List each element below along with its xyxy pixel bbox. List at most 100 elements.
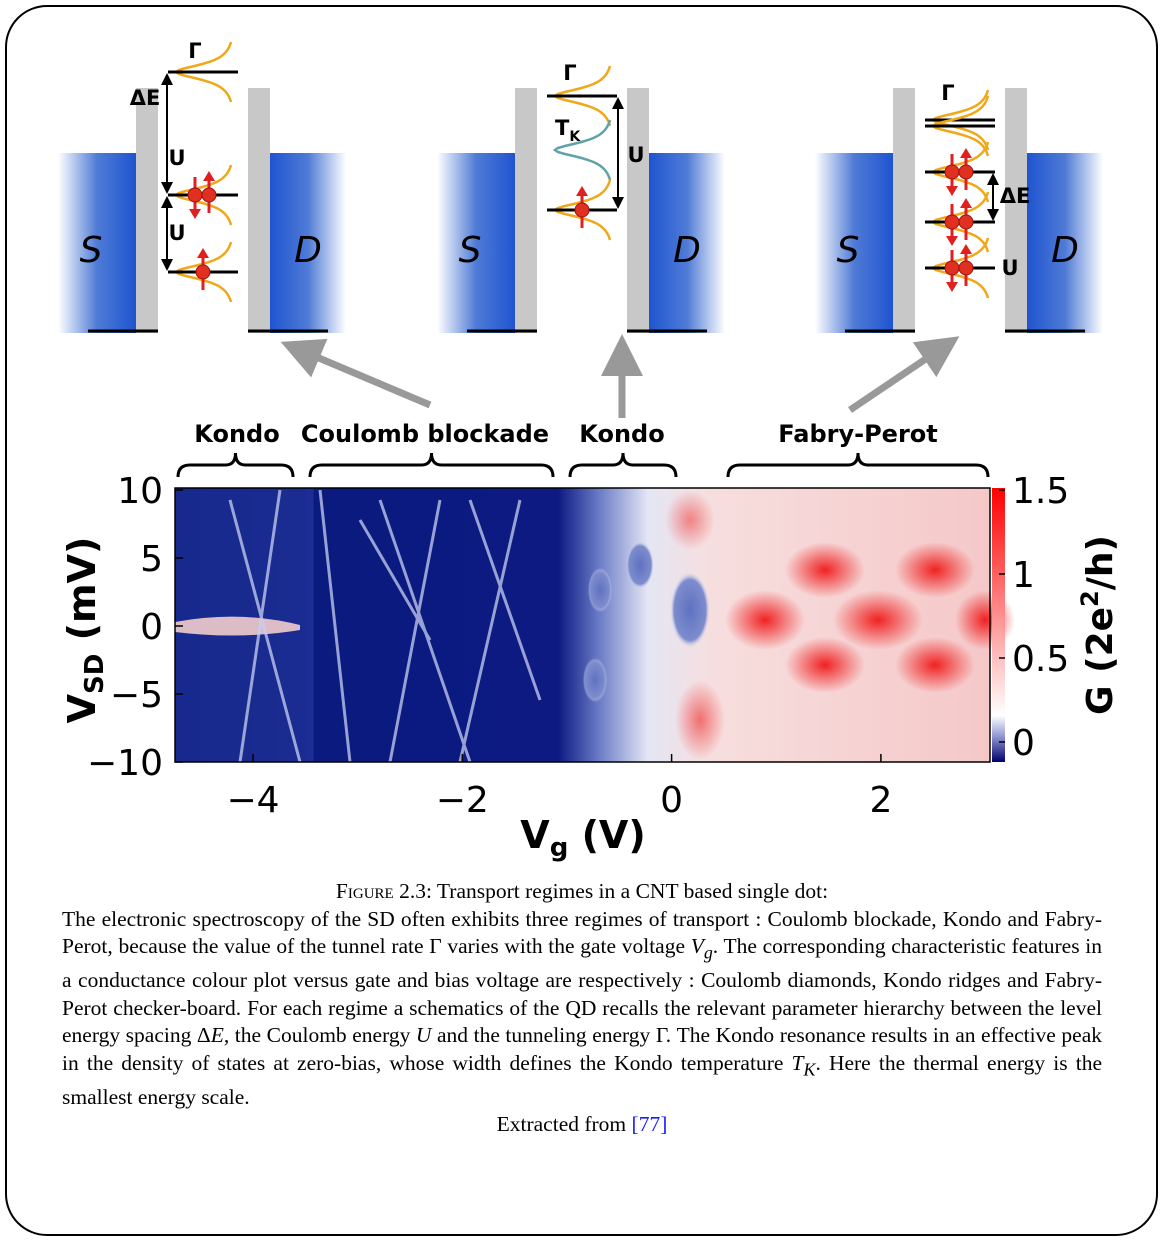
regime-label: Fabry-Perot: [778, 420, 937, 448]
spin-head: [960, 198, 972, 208]
barrier: [515, 88, 537, 333]
drain-lead: [1027, 153, 1103, 333]
caption-text: , the Coulomb energy: [223, 1023, 416, 1048]
drain-label: D: [673, 230, 701, 271]
level-broadening: [552, 119, 612, 181]
source-lead: [437, 153, 515, 333]
electron: [187, 187, 203, 203]
x-axis-label: Vg (V): [520, 813, 645, 863]
electron: [944, 214, 960, 230]
spin-head: [946, 236, 958, 246]
drain-lead: [270, 153, 346, 333]
electron: [574, 202, 590, 218]
energy-label: U: [1001, 256, 1018, 280]
drain-lead: [649, 153, 725, 333]
electron: [944, 164, 960, 180]
spin-head: [189, 209, 201, 219]
x-tick-label: 0: [660, 780, 683, 821]
brace: [308, 452, 555, 478]
brace: [176, 452, 295, 478]
regime-label: Coulomb blockade: [301, 420, 549, 448]
electron: [195, 264, 211, 280]
source-lead: [815, 153, 893, 333]
source-label: S: [459, 230, 482, 271]
dot-schematic: S D Γ U TK: [437, 61, 725, 333]
dot-schematic: S D Γ ΔE U U: [58, 39, 346, 333]
spin-head: [203, 171, 215, 181]
energy-label: ΔE: [1000, 184, 1031, 208]
kondo-symbol: T: [555, 116, 570, 140]
math: U: [415, 1023, 432, 1048]
colorbar-tick-label: 0: [1012, 723, 1035, 764]
spin-head: [946, 186, 958, 196]
barrier: [893, 88, 915, 333]
barrier: [248, 88, 270, 333]
brace: [568, 452, 678, 478]
barrier: [1005, 88, 1027, 333]
y-tick-label: 0: [140, 607, 163, 648]
caption-heading: Figure 2.3: Transport regimes in a CNT b…: [62, 878, 1102, 906]
source-label: S: [837, 230, 860, 271]
caption-text: . The corresponding characteristic featu…: [62, 934, 1102, 1048]
drain-label: D: [1051, 230, 1079, 271]
x-tick-label: −4: [226, 780, 279, 821]
y-tick-label: −10: [87, 743, 163, 784]
spin-head: [960, 244, 972, 254]
energy-label: U: [627, 143, 644, 167]
x-tick-label: −2: [436, 780, 489, 821]
caption-text: and the tunneling energy Γ. The Kondo re…: [62, 1023, 1102, 1075]
energy-label: ΔE: [130, 86, 161, 110]
colorbar-tick-label: 0.5: [1012, 639, 1069, 680]
electron: [958, 260, 974, 276]
brace: [726, 452, 990, 478]
colorbar-tick-label: 1: [1012, 555, 1035, 596]
y-axis-label: VSD (mV): [60, 537, 110, 724]
y-tick-label: 5: [140, 539, 163, 580]
dot-schematic: S D Γ ΔE U: [815, 81, 1103, 333]
caption-text: . Here the thermal energy is the smalles…: [62, 1050, 1102, 1109]
caption: Figure 2.3: Transport regimes in a CNT b…: [62, 878, 1102, 1139]
math: V: [690, 934, 704, 959]
source-lead: [58, 153, 136, 333]
barrier: [627, 88, 649, 333]
caption-source: Extracted from [77]: [62, 1111, 1102, 1139]
colorbar-tick-label: 1.5: [1012, 471, 1069, 512]
spin-head: [946, 282, 958, 292]
reference-link[interactable]: [77]: [631, 1112, 668, 1137]
y-tick-label: −5: [110, 675, 163, 716]
math: E: [210, 1023, 224, 1048]
kondo-subscript: K: [569, 129, 581, 145]
energy-label: Γ: [188, 39, 201, 63]
source-text: Extracted from: [496, 1112, 627, 1137]
regime-label: Kondo: [194, 420, 279, 448]
electron: [944, 260, 960, 276]
energy-label: U: [168, 146, 185, 170]
barrier: [136, 88, 158, 333]
energy-label: Γ: [941, 81, 954, 105]
x-tick-label: 2: [869, 780, 892, 821]
drain-label: D: [294, 230, 322, 271]
y-tick-label: 10: [117, 471, 163, 512]
conductance-map: [174, 487, 1015, 763]
electron: [958, 214, 974, 230]
spin-head: [576, 186, 588, 196]
math: K: [803, 1059, 816, 1080]
caption-text: The electronic spectroscopy of the SD of…: [62, 906, 1102, 959]
source-label: S: [80, 230, 103, 271]
energy-label: U: [168, 221, 185, 245]
energy-label: Γ: [563, 61, 576, 85]
caption-label: Figure 2.3:: [335, 879, 432, 903]
electron: [201, 187, 217, 203]
colorbar-label: G (2e2/h): [1076, 535, 1121, 715]
frame: [5, 5, 1158, 1236]
spin-head: [960, 148, 972, 158]
kondo-label: TK: [555, 116, 581, 145]
math: g: [703, 942, 713, 963]
caption-body: The electronic spectroscopy of the SD of…: [62, 906, 1102, 1112]
math: T: [791, 1050, 804, 1075]
regime-label: Kondo: [579, 420, 664, 448]
electron: [958, 164, 974, 180]
caption-title: Transport regimes in a CNT based single …: [436, 879, 829, 903]
